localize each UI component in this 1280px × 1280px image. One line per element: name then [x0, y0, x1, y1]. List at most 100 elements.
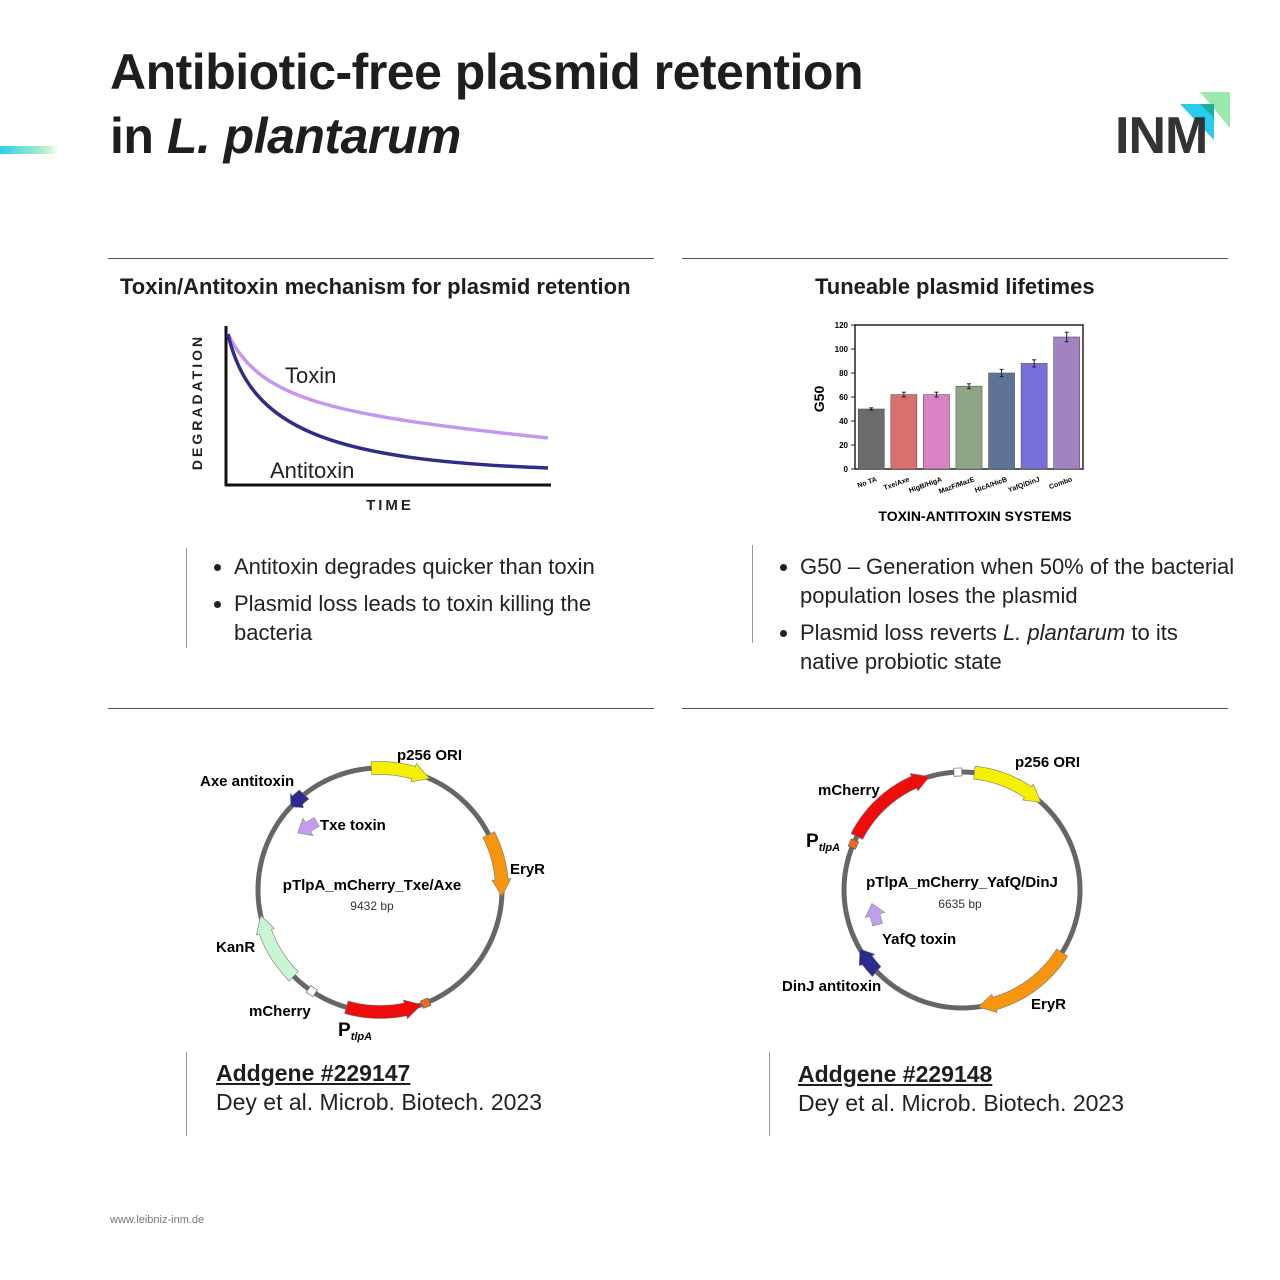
y-tick-label: 0 — [844, 465, 849, 474]
citation: Dey et al. Microb. Biotech. 2023 — [798, 1090, 1124, 1116]
bar — [890, 394, 918, 470]
plasmid-map-2: p256 ORI mCherry PtlpA pTlpA_mCherry_Yaf… — [770, 745, 1110, 1030]
y-tick-label: 60 — [839, 393, 848, 402]
eryr-label: EryR — [510, 861, 545, 878]
addgene-link[interactable]: Addgene #229147 — [216, 1060, 411, 1086]
bar — [1053, 336, 1081, 470]
page-title: Antibiotic-free plasmid retention in L. … — [110, 40, 864, 168]
title-italic: L. plantarum — [166, 108, 462, 164]
lifetimes-heading: Tuneable plasmid lifetimes — [815, 274, 1095, 299]
x-tick-label: No TA — [857, 476, 878, 489]
bullet-text: Plasmid loss reverts — [800, 620, 1003, 645]
x-tick-label: MazF/MazE — [938, 476, 976, 495]
toxin-label: Txe toxin — [320, 817, 386, 834]
bullet: G50 – Generation when 50% of the bacteri… — [800, 552, 1240, 610]
title-line-1: Antibiotic-free plasmid retention — [110, 44, 864, 100]
y-tick-label: 100 — [835, 345, 849, 354]
antitoxin-label: Antitoxin — [270, 458, 354, 483]
plasmid-name: pTlpA_mCherry_Txe/Axe — [283, 877, 461, 894]
ori-feature — [370, 761, 431, 783]
bar — [1020, 363, 1048, 470]
x-tick-label: YafQ/DinJ — [1007, 476, 1041, 494]
kanr-label: KanR — [216, 939, 255, 956]
y-tick-label: 80 — [839, 369, 848, 378]
title-line-2: in L. plantarum — [110, 104, 863, 168]
antitoxin-feature — [858, 948, 882, 977]
x-tick-label: HicA/HicB — [974, 476, 1008, 494]
divider — [186, 548, 187, 648]
promoter-label: PtlpA — [806, 831, 840, 854]
title-prefix: in — [110, 108, 167, 164]
mechanism-bullets: Antitoxin degrades quicker than toxin Pl… — [216, 552, 664, 655]
antitoxin-feature — [290, 789, 310, 808]
bar — [857, 408, 885, 470]
eryr-feature — [977, 948, 1068, 1014]
ori-label: p256 ORI — [1015, 754, 1080, 771]
toxin-label: Toxin — [285, 363, 336, 388]
bar — [923, 394, 950, 470]
bullet: Plasmid loss reverts L. plantarum to its… — [800, 618, 1240, 676]
mcherry-feature — [850, 773, 931, 840]
inm-logo: INM — [1112, 90, 1237, 165]
y-tick-label: 20 — [839, 441, 848, 450]
y-axis-label: DEGRADATION — [189, 334, 205, 470]
antitoxin-label: DinJ antitoxin — [782, 978, 881, 995]
antitoxin-label: Axe antitoxin — [200, 773, 294, 790]
mechanism-heading: Toxin/Antitoxin mechanism for plasmid re… — [120, 274, 631, 299]
plasmid-name: pTlpA_mCherry_YafQ/DinJ — [866, 874, 1058, 891]
g50-chart: 0 20 40 60 80 100 120 No TA Txe/Axe HigB/HigA MazF… — [800, 315, 1100, 530]
reference-2: Addgene #229148 Dey et al. Microb. Biote… — [798, 1061, 1124, 1117]
bar — [988, 372, 1015, 470]
toxin-label: YafQ toxin — [882, 931, 956, 948]
plasmid-map-1: p256 ORI Axe antitoxin Txe toxin EryR Ka… — [190, 740, 570, 1050]
divider — [108, 258, 654, 259]
y-tick-label: 40 — [839, 417, 848, 426]
reference-1: Addgene #229147 Dey et al. Microb. Biote… — [216, 1060, 542, 1116]
degradation-diagram: DEGRADATION Toxin Antitoxin TIME — [180, 320, 570, 520]
eryr-label: EryR — [1031, 996, 1066, 1013]
accent-bar — [0, 146, 58, 154]
citation: Dey et al. Microb. Biotech. 2023 — [216, 1089, 542, 1115]
kanr-feature — [256, 914, 299, 982]
plasmid-size: 6635 bp — [938, 897, 982, 911]
antitoxin-curve — [226, 333, 549, 470]
addgene-link[interactable]: Addgene #229148 — [798, 1061, 993, 1087]
bullet-italic: L. plantarum — [1002, 620, 1126, 645]
bullet-text: to its native probiotic state — [800, 620, 1178, 674]
promoter-feature — [847, 838, 860, 850]
plasmid-size: 9432 bp — [350, 899, 394, 913]
ori-feature — [973, 765, 1042, 803]
divider — [769, 1052, 770, 1136]
lifetimes-bullets: G50 – Generation when 50% of the bacteri… — [782, 552, 1240, 684]
bullet: Antitoxin degrades quicker than toxin — [234, 552, 664, 581]
bullet: Plasmid loss leads to toxin killing the … — [234, 589, 664, 647]
x-tick-label: Combo — [1048, 476, 1073, 491]
logo-text: INM — [1115, 107, 1208, 165]
x-axis-label: TOXIN-ANTITOXIN SYSTEMS — [878, 508, 1071, 524]
divider — [752, 545, 753, 643]
bar — [955, 385, 983, 470]
ori-label: p256 ORI — [397, 747, 462, 764]
divider — [682, 708, 1228, 709]
divider — [682, 258, 1228, 259]
promoter-label: PtlpA — [338, 1020, 372, 1043]
mcherry-label: mCherry — [818, 782, 880, 799]
spacer-feature — [953, 767, 963, 777]
footer-url[interactable]: www.leibniz-inm.de — [110, 1214, 205, 1226]
mcherry-feature — [344, 999, 423, 1020]
x-axis-label: TIME — [366, 497, 414, 514]
spacer-feature — [305, 985, 318, 998]
toxin-curve — [226, 333, 549, 440]
divider — [186, 1052, 187, 1136]
y-tick-label: 120 — [835, 321, 849, 330]
toxin-feature — [297, 817, 320, 837]
x-tick-label: HigB/HigA — [908, 476, 943, 494]
mcherry-label: mCherry — [249, 1003, 311, 1020]
promoter-feature — [420, 997, 432, 1009]
divider — [108, 708, 654, 709]
x-tick-label: Txe/Axe — [883, 476, 911, 492]
toxin-feature — [864, 902, 886, 927]
eryr-feature — [482, 831, 512, 898]
y-axis-label: G50 — [811, 386, 827, 413]
